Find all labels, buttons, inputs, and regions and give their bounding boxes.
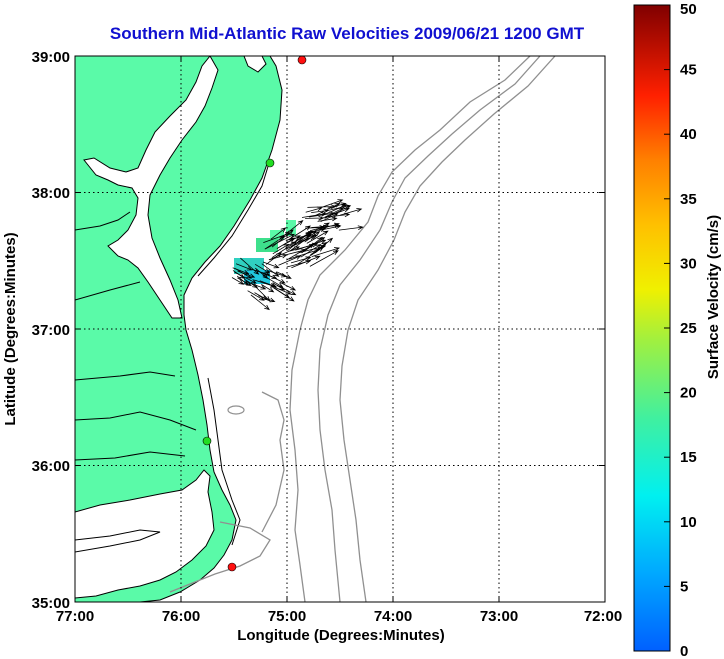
velocity-arrow (327, 202, 347, 209)
map-title: Southern Mid-Atlantic Raw Velocities 200… (109, 24, 585, 43)
radar-station-red (297, 56, 307, 65)
tick-marks (75, 56, 605, 602)
velocity-arrow (339, 208, 363, 216)
y-tick-label: 35:00 (32, 595, 70, 612)
y-tick-label: 37:00 (32, 322, 70, 339)
velocity-arrow (306, 230, 329, 244)
bathymetry-contour (227, 405, 245, 415)
velocity-arrow (262, 274, 284, 288)
colorbar-tick-label: 0 (680, 643, 688, 659)
colorbar-tick-label: 10 (680, 514, 697, 531)
velocity-arrow (319, 224, 342, 231)
velocity-arrow (261, 284, 275, 293)
coverage-patch (256, 238, 278, 252)
velocity-arrow (338, 225, 364, 231)
velocity-arrow (290, 235, 311, 247)
velocity-arrow (270, 227, 287, 240)
velocity-arrow (307, 204, 337, 209)
colorbar-tick-label: 5 (680, 578, 688, 595)
coverage-patch (286, 220, 296, 236)
velocity-arrow (237, 270, 256, 278)
velocity-arrow (324, 205, 352, 219)
velocity-arrow (311, 222, 330, 234)
x-tick-label: 75:00 (268, 608, 306, 625)
colorbar-label: Surface Velocity (cm/s) (705, 215, 722, 379)
radar-station-red (227, 562, 237, 572)
bathymetry-contour (261, 391, 285, 533)
x-tick-label: 73:00 (480, 608, 518, 625)
velocity-arrow (269, 246, 301, 261)
velocity-arrow (251, 269, 271, 276)
velocity-arrow (322, 204, 348, 216)
velocity-arrow (232, 270, 246, 279)
velocity-arrow (317, 216, 338, 222)
velocity-arrow (236, 275, 249, 286)
chesapeake-bay (83, 56, 219, 319)
grid-lines (75, 56, 605, 602)
velocity-arrow (254, 279, 276, 288)
velocity-arrow (311, 247, 340, 257)
x-tick-label: 77:00 (56, 608, 94, 625)
river-inlet (75, 211, 197, 461)
colorbar-ticks (664, 4, 670, 652)
x-tick-label: 74:00 (374, 608, 412, 625)
velocity-arrow (290, 256, 312, 264)
y-axis-label: Latitude (Degrees:Minutes) (2, 232, 19, 425)
x-tick-label: 76:00 (162, 608, 200, 625)
radar-station-green (265, 158, 275, 168)
colorbar-tick-label: 45 (680, 62, 697, 79)
x-tick-label: 72:00 (584, 608, 622, 625)
velocity-arrows (231, 199, 364, 311)
bathymetry-contour (317, 56, 541, 602)
velocity-arrow (314, 203, 341, 217)
velocity-arrow (264, 233, 296, 250)
colorbar-tick-label: 20 (680, 385, 697, 402)
velocity-arrow (305, 206, 323, 213)
delaware-bay (243, 56, 267, 73)
velocity-arrow (309, 250, 339, 267)
velocity-arrow (323, 199, 344, 208)
velocity-arrow (310, 241, 328, 256)
colorbar-tick-label: 35 (680, 191, 697, 208)
radar-station-green (202, 436, 212, 446)
velocity-arrow (288, 225, 311, 240)
velocity-arrow (268, 270, 287, 278)
y-tick-label: 39:00 (32, 49, 70, 66)
colorbar-tick-label: 25 (680, 320, 697, 337)
velocity-arrow (313, 237, 334, 254)
velocity-arrow (305, 215, 325, 221)
pamlico-river (75, 529, 161, 553)
velocity-arrow (278, 255, 302, 266)
y-tick-label: 36:00 (32, 458, 70, 475)
velocity-arrow (270, 285, 292, 295)
velocity-arrow (253, 284, 271, 302)
x-axis-label: Longitude (Degrees:Minutes) (237, 627, 445, 644)
y-tick-label: 38:00 (32, 185, 70, 202)
velocity-arrow (247, 290, 265, 301)
velocity-arrow (274, 287, 295, 302)
bathymetry-contour (289, 56, 531, 602)
colorbar-tick-label: 50 (680, 1, 697, 18)
velocity-arrow (305, 236, 323, 251)
colorbar-tick-label: 15 (680, 449, 697, 466)
velocity-arrow (235, 263, 253, 271)
velocity-arrow (311, 208, 330, 214)
velocity-arrow (301, 212, 327, 218)
velocity-arrow (279, 220, 304, 240)
colorbar-tick-label: 30 (680, 255, 697, 272)
colorbar-tick-label: 40 (680, 126, 697, 143)
velocity-arrow (262, 261, 280, 269)
barrier-islands (197, 159, 271, 546)
bathymetry-contour (339, 56, 556, 602)
bathymetry-contour (169, 521, 271, 593)
velocity-arrow (291, 255, 321, 269)
velocity-arrow (272, 243, 290, 255)
velocity-arrow (276, 237, 296, 249)
velocity-arrow (250, 294, 270, 311)
velocity-arrow (231, 277, 245, 285)
velocity-arrow (279, 282, 297, 291)
